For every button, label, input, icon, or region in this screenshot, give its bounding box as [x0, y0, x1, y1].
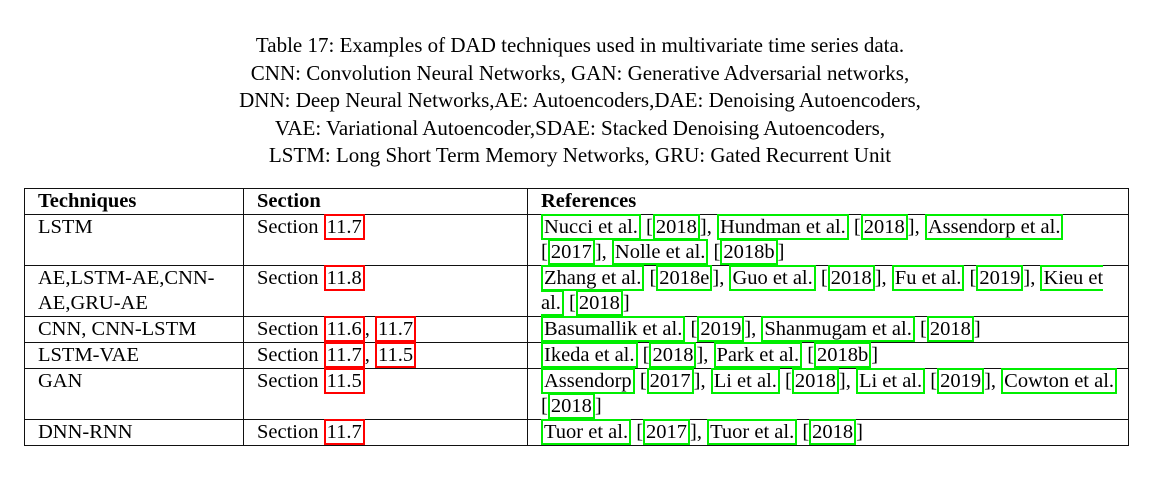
section-link[interactable]: 11.7	[323, 342, 365, 368]
citation-author-link[interactable]: Shanmugam et al.	[761, 316, 915, 342]
table-row: LSTM Section 11.7 Nucci et al. [2018], Hun…	[24, 214, 1129, 266]
caption-line: DNN: Deep Neural Networks,AE: Autoencode…	[239, 88, 921, 112]
citation-year-link[interactable]: 2018b	[814, 342, 872, 368]
citation-year-link[interactable]: 2019	[697, 316, 745, 342]
section-cell: Section 11.5	[243, 368, 528, 420]
citation-author-link[interactable]: Tuor et al.	[541, 419, 632, 445]
section-prefix: Section	[257, 216, 324, 238]
technique-cell: GAN	[24, 368, 244, 420]
table-row: GAN Section 11.5 Assendorp [2017], Li et a…	[24, 368, 1129, 420]
section-link[interactable]: 11.8	[323, 265, 365, 291]
technique-cell: LSTM-VAE	[24, 342, 244, 369]
table-header-row: Techniques Section References	[24, 188, 1129, 215]
section-link[interactable]: 11.5	[375, 342, 417, 368]
table-body: LSTM Section 11.7 Nucci et al. [2018], Hun…	[24, 214, 1129, 446]
citation-year-link[interactable]: 2019	[976, 265, 1024, 291]
table-caption: Table 17: Examples of DAD techniques use…	[0, 32, 1160, 170]
citation-year-link[interactable]: 2018	[860, 214, 908, 240]
table-row: CNN, CNN-LSTM Section 11.6, 11.7 Basumalli…	[24, 316, 1129, 343]
section-cell: Section 11.8	[243, 265, 528, 317]
citation-author-link[interactable]: Cowton et al.	[1001, 368, 1118, 394]
citation-year-link[interactable]: 2018	[827, 265, 875, 291]
citation-author-link[interactable]: Basumallik et al.	[541, 316, 686, 342]
references-cell: Tuor et al. [2017], Tuor et al. [2018]	[527, 419, 1129, 446]
table-row: LSTM-VAE Section 11.7, 11.5 Ikeda et al. […	[24, 342, 1129, 369]
citation-year-link[interactable]: 2018	[926, 316, 974, 342]
section-prefix: Section	[257, 370, 324, 392]
citation-author-link[interactable]: Tuor et al.	[707, 419, 798, 445]
section-prefix: Section	[257, 421, 324, 443]
citation-year-link[interactable]: 2018	[652, 214, 700, 240]
citation-year-link[interactable]: 2018	[575, 290, 623, 316]
table-row: DNN-RNN Section 11.7 Tuor et al. [2017], T…	[24, 419, 1129, 446]
header-section: Section	[243, 188, 528, 215]
dad-techniques-table: Techniques Section References LSTM Sectio…	[24, 188, 1129, 446]
citation-year-link[interactable]: 2018	[649, 342, 697, 368]
references-cell: Ikeda et al. [2018], Park et al. [2018b]	[527, 342, 1129, 369]
section-prefix: Section	[257, 267, 324, 289]
section-link[interactable]: 11.6	[323, 316, 365, 342]
citation-year-link[interactable]: 2018b	[720, 239, 778, 265]
citation-author-link[interactable]: Nolle et al.	[611, 239, 709, 265]
section-link[interactable]: 11.7	[323, 214, 365, 240]
citation-author-link[interactable]: Guo et al.	[729, 265, 816, 291]
references-cell: Assendorp [2017], Li et al. [2018], Li e…	[527, 368, 1129, 420]
citation-year-link[interactable]: 2018	[809, 419, 857, 445]
citation-year-link[interactable]: 2018	[547, 393, 595, 419]
section-cell: Section 11.6, 11.7	[243, 316, 528, 343]
section-link[interactable]: 11.7	[375, 316, 417, 342]
section-link[interactable]: 11.7	[323, 419, 365, 445]
citation-author-link[interactable]: Ikeda et al.	[541, 342, 638, 368]
citation-year-link[interactable]: 2017	[547, 239, 595, 265]
citation-author-link[interactable]: Kieu et al.	[541, 265, 1104, 316]
technique-cell: DNN-RNN	[24, 419, 244, 446]
section-cell: Section 11.7, 11.5	[243, 342, 528, 369]
citation-year-link[interactable]: 2018e	[656, 265, 713, 291]
technique-cell: CNN, CNN-LSTM	[24, 316, 244, 343]
caption-line: VAE: Variational Autoencoder,SDAE: Stack…	[274, 115, 886, 140]
citation-year-link[interactable]: 2018	[791, 368, 839, 394]
references-cell: Nucci et al. [2018], Hundman et al. [201…	[527, 214, 1129, 266]
header-techniques: Techniques	[24, 188, 244, 215]
references-cell: Basumallik et al. [2019], Shanmugam et a…	[527, 316, 1129, 343]
section-cell: Section 11.7	[243, 214, 528, 266]
section-prefix: Section	[257, 318, 324, 340]
table-row: AE,LSTM-AE,CNN-AE,GRU-AE Section 11.8 Zhan…	[24, 265, 1129, 317]
citation-author-link[interactable]: Assendorp	[541, 368, 635, 394]
caption-line: CNN: Convolution Neural Networks, GAN: G…	[250, 60, 910, 85]
citation-author-link[interactable]: Nucci et al.	[541, 214, 641, 240]
technique-cell: LSTM	[24, 214, 244, 266]
section-prefix: Section	[257, 344, 324, 366]
caption-line: LSTM: Long Short Term Memory Networks, G…	[268, 143, 892, 167]
section-link[interactable]: 11.5	[323, 368, 365, 394]
citation-year-link[interactable]: 2017	[643, 419, 691, 445]
citation-author-link[interactable]: Li et al.	[855, 368, 926, 394]
caption-line: Table 17: Examples of DAD techniques use…	[255, 33, 905, 57]
citation-author-link[interactable]: Hundman et al.	[716, 214, 849, 240]
references-cell: Zhang et al. [2018e], Guo et al. [2018],…	[527, 265, 1129, 317]
citation-year-link[interactable]: 2019	[937, 368, 985, 394]
header-references: References	[527, 188, 1129, 215]
citation-year-link[interactable]: 2017	[646, 368, 694, 394]
citation-author-link[interactable]: Zhang et al.	[541, 265, 645, 291]
citation-author-link[interactable]: Fu et al.	[891, 265, 965, 291]
citation-author-link[interactable]: Assendorp et al.	[924, 214, 1064, 240]
citation-author-link[interactable]: Park et al.	[713, 342, 803, 368]
citation-author-link[interactable]: Li et al.	[710, 368, 780, 394]
section-cell: Section 11.7	[243, 419, 528, 446]
technique-cell: AE,LSTM-AE,CNN-AE,GRU-AE	[24, 265, 244, 317]
